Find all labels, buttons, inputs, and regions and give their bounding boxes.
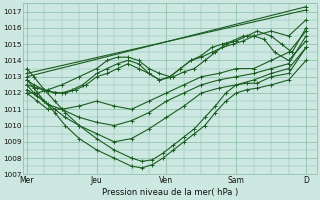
X-axis label: Pression niveau de la mer( hPa ): Pression niveau de la mer( hPa )	[102, 188, 238, 197]
